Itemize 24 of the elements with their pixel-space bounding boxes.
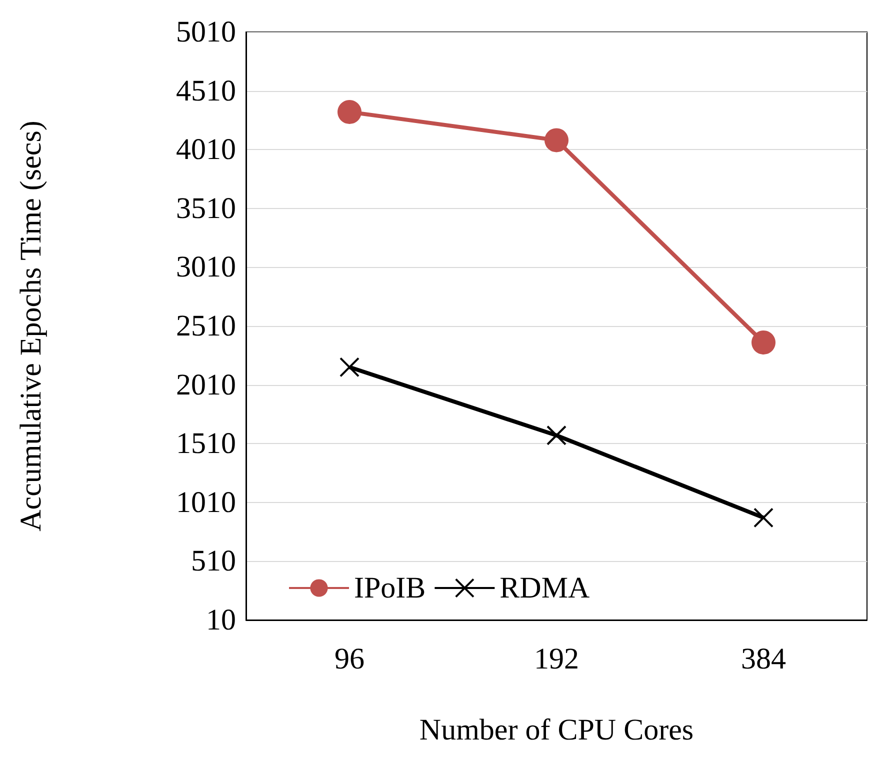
x-tick-label: 96 — [334, 642, 364, 676]
legend-label: IPoIB — [354, 572, 426, 604]
x-axis-title: Number of CPU Cores — [419, 714, 694, 746]
point — [340, 357, 360, 378]
point — [546, 425, 566, 446]
y-tick-label: 4510 — [176, 74, 236, 108]
y-tick-label: 1010 — [176, 486, 236, 519]
x-tick-label: 384 — [741, 642, 786, 676]
point — [544, 128, 568, 152]
point — [754, 508, 774, 528]
y-tick-label: 3510 — [176, 192, 236, 225]
y-tick-label: 2510 — [176, 310, 236, 342]
y-tick-label: 5010 — [176, 16, 236, 48]
y-tick-label: 510 — [191, 544, 236, 578]
point — [338, 100, 362, 124]
legend-label: RDMA — [500, 572, 590, 604]
y-tick-label: 10 — [206, 604, 236, 636]
x-tick-label: 192 — [534, 642, 579, 676]
y-tick-label: 3010 — [176, 250, 236, 284]
point — [752, 330, 776, 354]
y-tick-label: 4010 — [176, 133, 236, 166]
y-axis-title: Accumulative Epochs Time (secs) — [14, 120, 48, 532]
y-tick-label: 1510 — [176, 427, 236, 460]
y-tick-label: 2010 — [176, 368, 236, 402]
